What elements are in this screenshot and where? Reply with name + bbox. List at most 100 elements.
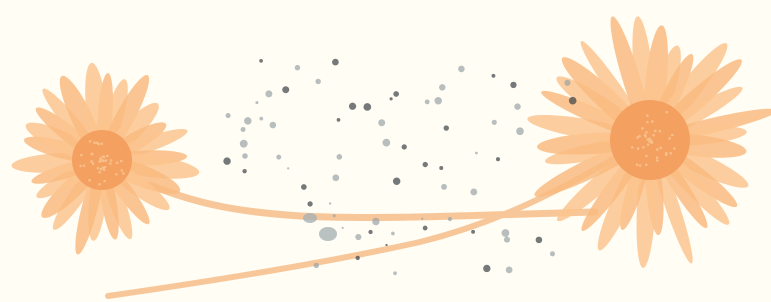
dot — [471, 230, 475, 234]
dot — [434, 97, 441, 104]
dot — [439, 166, 443, 170]
center-speck — [665, 153, 668, 156]
dot — [287, 167, 289, 169]
center-speck — [641, 127, 644, 130]
dot — [516, 127, 524, 135]
center-speck — [98, 171, 101, 174]
dot — [259, 59, 263, 63]
dot — [458, 66, 465, 73]
daisy-illustration — [0, 0, 771, 302]
dot — [382, 139, 390, 147]
dot — [393, 178, 400, 185]
dot — [483, 265, 490, 272]
dot — [332, 174, 339, 181]
dot — [226, 113, 231, 118]
center-speck — [648, 137, 651, 140]
center-speck — [631, 146, 634, 149]
center-speck — [668, 137, 671, 140]
dot — [421, 217, 423, 219]
center-speck — [120, 160, 123, 163]
dot — [448, 217, 452, 221]
dot — [259, 117, 263, 121]
dot — [282, 86, 289, 93]
center-speck — [93, 141, 96, 144]
dot — [536, 237, 543, 244]
center-speck — [88, 179, 91, 182]
center-speck — [98, 160, 101, 163]
dot — [349, 103, 356, 110]
dot — [244, 117, 251, 124]
center-speck — [659, 147, 662, 150]
center-speck — [639, 164, 642, 167]
center-speck — [89, 140, 92, 143]
dot — [378, 119, 385, 126]
center-speck — [659, 130, 662, 133]
dot — [564, 80, 570, 86]
dot — [390, 97, 393, 100]
dot — [356, 256, 360, 260]
dot — [240, 140, 248, 148]
center-speck — [98, 183, 101, 186]
dot — [315, 79, 320, 84]
dot — [255, 101, 258, 104]
center-speck — [90, 160, 93, 163]
center-speck — [121, 169, 124, 172]
page-body: (() => { const svg = document.getElement… — [0, 0, 771, 302]
center-speck — [636, 136, 639, 139]
center-speck — [91, 152, 94, 155]
center-speck — [645, 131, 648, 134]
dot — [368, 230, 372, 234]
dot — [393, 91, 399, 97]
dot — [314, 263, 319, 268]
dot — [337, 118, 341, 122]
center-speck — [79, 165, 82, 168]
center-speck — [654, 130, 657, 133]
dot — [342, 227, 344, 229]
dot — [242, 153, 248, 159]
dot — [506, 267, 513, 274]
dot — [444, 125, 449, 130]
dot — [475, 152, 478, 155]
dot — [439, 84, 445, 90]
center-speck — [115, 173, 118, 176]
center-speck — [100, 142, 103, 145]
center-speck — [80, 154, 83, 157]
dot — [391, 232, 395, 236]
dot — [496, 157, 500, 161]
center-speck — [122, 172, 125, 175]
center-speck — [97, 167, 100, 170]
center-speck — [106, 155, 109, 158]
dot — [470, 189, 477, 196]
dot — [333, 214, 336, 217]
center-speck — [116, 162, 119, 165]
dot — [363, 103, 371, 111]
center-speck — [105, 159, 108, 162]
center-speck — [92, 162, 95, 165]
dot — [425, 99, 430, 104]
dot — [514, 103, 520, 109]
dot — [569, 97, 577, 105]
center-speck — [647, 143, 650, 146]
center-speck — [109, 162, 112, 165]
dot — [337, 154, 343, 160]
center-speck — [636, 163, 639, 166]
center-speck — [645, 163, 648, 166]
dot — [492, 74, 496, 78]
center-speck — [100, 168, 103, 171]
dot — [550, 251, 555, 256]
center-speck — [97, 143, 100, 146]
dot — [372, 218, 379, 225]
center-speck — [83, 164, 86, 167]
center-speck — [671, 134, 674, 137]
center-speck — [637, 147, 640, 150]
dot — [355, 234, 361, 240]
dot — [303, 213, 317, 223]
dot — [265, 90, 272, 97]
center-speck — [104, 166, 107, 169]
dot — [241, 127, 246, 132]
dot — [295, 65, 300, 70]
dot — [393, 271, 397, 275]
dot — [423, 162, 428, 167]
center-speck — [670, 152, 673, 155]
center-speck — [102, 155, 105, 158]
